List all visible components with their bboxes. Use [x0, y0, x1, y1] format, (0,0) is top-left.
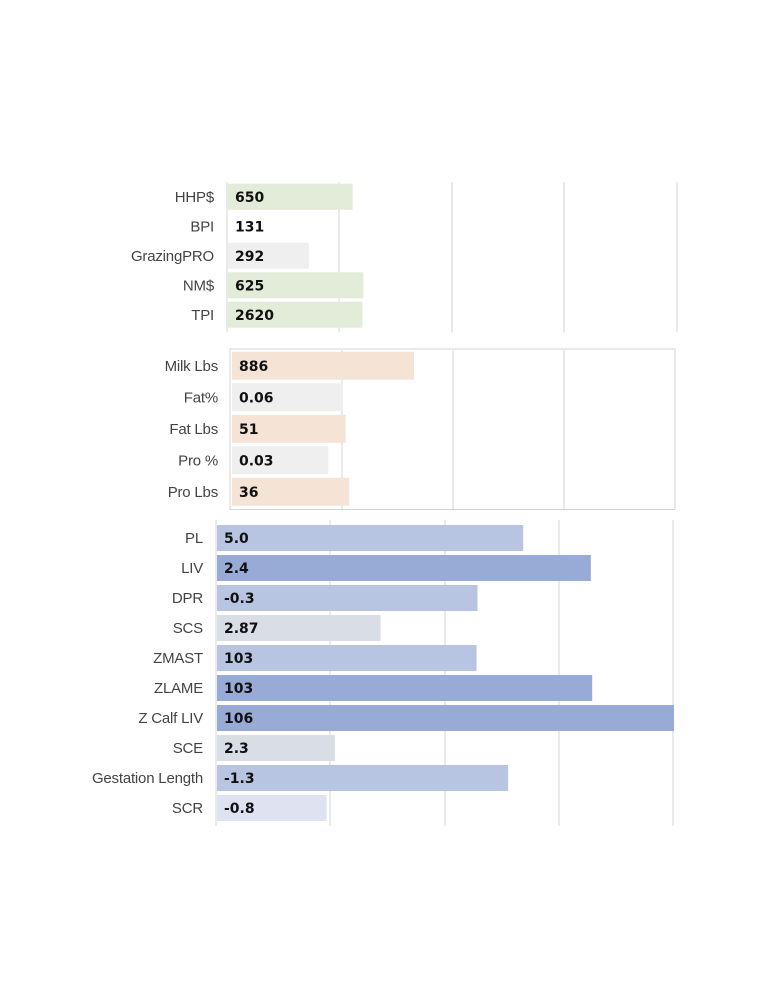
chart-panel-1: HHP$ 650 BPI 131 GrazingPRO 292 NM$ 625 TPI 2620	[131, 182, 678, 333]
bar-grazingpro	[228, 242, 309, 269]
category-label: TPI	[191, 307, 214, 324]
category-label: Fat%	[184, 389, 218, 406]
data-label: 625	[235, 278, 264, 294]
category-label: LIV	[181, 560, 203, 577]
category-label: ZLAME	[154, 680, 203, 697]
bar-dpr	[217, 585, 478, 611]
data-label: 5.0	[224, 531, 249, 547]
category-label: Pro Lbs	[168, 484, 218, 501]
bar-fat-	[232, 383, 343, 412]
bar-scs	[217, 615, 381, 641]
category-label: BPI	[190, 218, 214, 235]
data-label: -0.8	[224, 801, 255, 817]
data-label: 886	[239, 359, 268, 375]
bar-zmast	[217, 645, 477, 671]
category-label: SCE	[173, 740, 203, 757]
data-label: 103	[224, 651, 253, 667]
data-label: 36	[239, 485, 258, 501]
category-label: NM$	[183, 277, 215, 294]
category-label: Milk Lbs	[165, 358, 218, 375]
data-label: 2.3	[224, 741, 249, 757]
category-label: Z Calf LIV	[138, 710, 203, 727]
bar-zlame	[217, 675, 593, 701]
bar-tpi	[228, 301, 363, 328]
bar-pro-	[232, 446, 329, 475]
bar-hhp-	[228, 183, 353, 210]
category-label: ZMAST	[153, 650, 203, 667]
data-label: 2.4	[224, 561, 249, 577]
bar-nm-	[228, 272, 364, 299]
category-label: Fat Lbs	[169, 421, 218, 438]
category-label: DPR	[172, 590, 203, 607]
category-label: SCR	[172, 800, 203, 817]
data-label: 0.06	[239, 390, 274, 406]
bar-milk-lbs	[232, 351, 415, 380]
category-label: Pro %	[178, 452, 218, 469]
data-label: 2620	[235, 308, 274, 324]
bar-fat-lbs	[232, 414, 346, 443]
category-label: GrazingPRO	[131, 248, 214, 265]
category-label: Gestation Length	[92, 770, 203, 787]
data-label: 106	[224, 711, 253, 727]
bar-scr	[217, 795, 327, 821]
data-label: 0.03	[239, 453, 274, 469]
chart-panel-2: Milk Lbs 886 Fat% 0.06 Fat Lbs 51 Pro % 0.03 Pro…	[165, 348, 676, 511]
bar-sce	[217, 735, 335, 761]
category-label: HHP$	[175, 189, 215, 206]
bar-pl	[217, 525, 524, 551]
data-label: 103	[224, 681, 253, 697]
data-label: 2.87	[224, 621, 259, 637]
category-label: SCS	[173, 620, 203, 637]
bar-gestation-length	[217, 765, 509, 791]
bar-pro-lbs	[232, 477, 350, 506]
data-label: -1.3	[224, 771, 255, 787]
data-label: 51	[239, 422, 258, 438]
bar-liv	[217, 555, 591, 581]
bar-z-calf-liv	[217, 705, 674, 731]
category-label: PL	[185, 530, 203, 547]
data-label: 292	[235, 249, 264, 265]
data-label: 650	[235, 190, 264, 206]
data-label: -0.3	[224, 591, 255, 607]
chart-panel-3: PL 5.0 LIV 2.4 DPR -0.3 SCS 2.87 ZMAST 103 ZLAME 10…	[92, 520, 674, 826]
data-label: 131	[235, 219, 264, 235]
plot-frame	[229, 348, 676, 510]
